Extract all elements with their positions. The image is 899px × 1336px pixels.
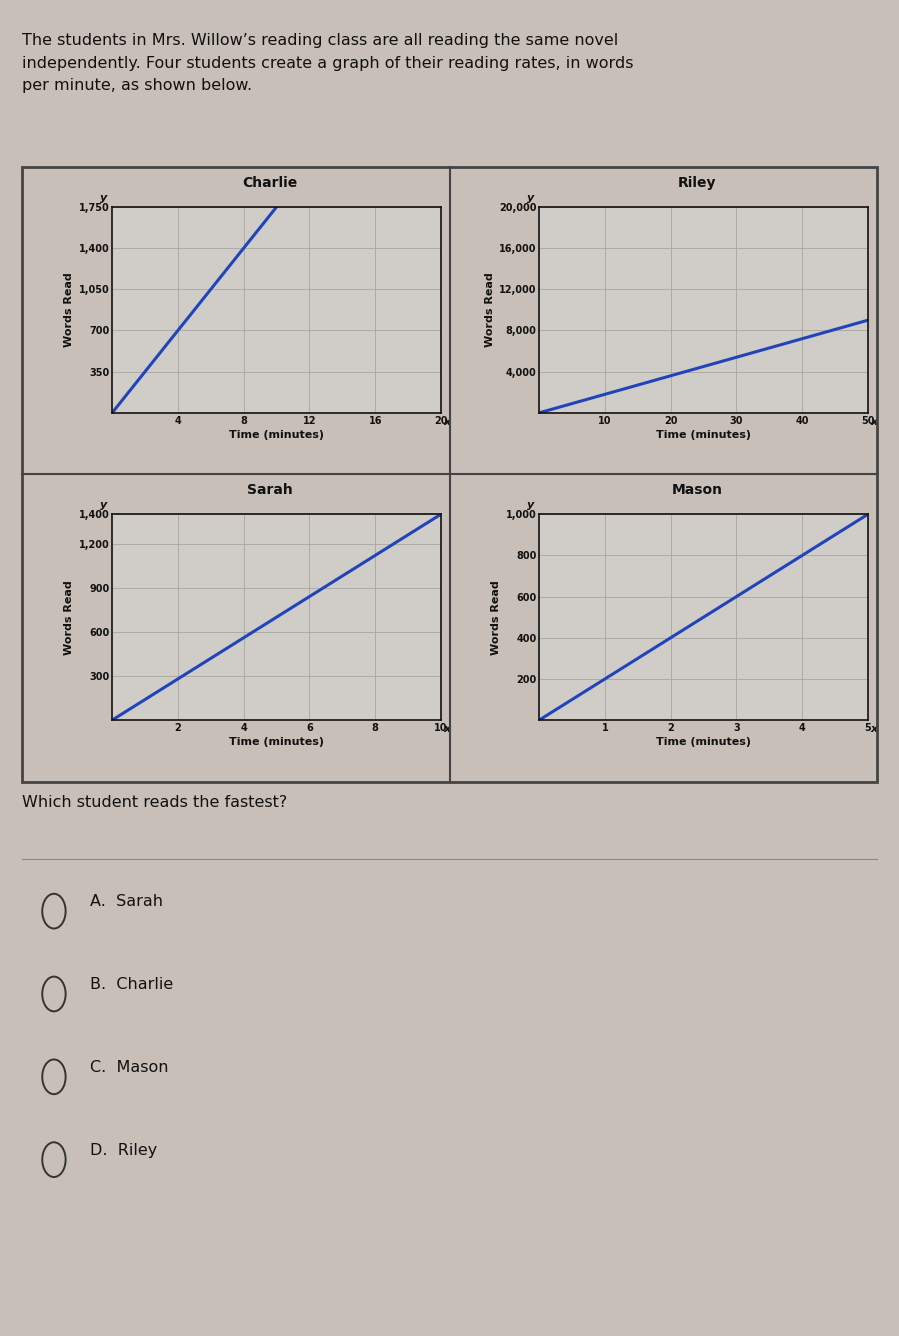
Text: Which student reads the fastest?: Which student reads the fastest?: [22, 795, 288, 810]
Text: The students in Mrs. Willow’s reading class are all reading the same novel
indep: The students in Mrs. Willow’s reading cl…: [22, 33, 634, 92]
Y-axis label: Words Read: Words Read: [65, 580, 75, 655]
X-axis label: Time (minutes): Time (minutes): [229, 737, 324, 747]
Y-axis label: Words Read: Words Read: [485, 273, 494, 347]
Text: Mason: Mason: [672, 484, 723, 497]
Text: A.  Sarah: A. Sarah: [90, 894, 163, 910]
Text: x: x: [443, 417, 450, 426]
Text: Charlie: Charlie: [243, 176, 298, 190]
X-axis label: Time (minutes): Time (minutes): [229, 430, 324, 440]
Text: y: y: [528, 192, 535, 203]
Y-axis label: Words Read: Words Read: [65, 273, 75, 347]
Text: B.  Charlie: B. Charlie: [90, 977, 174, 993]
Text: x: x: [870, 417, 877, 426]
Text: Sarah: Sarah: [247, 484, 293, 497]
Text: x: x: [870, 724, 877, 733]
Text: C.  Mason: C. Mason: [90, 1059, 168, 1075]
X-axis label: Time (minutes): Time (minutes): [656, 430, 751, 440]
Text: D.  Riley: D. Riley: [90, 1142, 157, 1158]
Text: x: x: [443, 724, 450, 733]
Text: y: y: [101, 500, 108, 510]
Text: y: y: [528, 500, 535, 510]
Y-axis label: Words Read: Words Read: [492, 580, 502, 655]
Text: y: y: [101, 192, 108, 203]
Text: Riley: Riley: [678, 176, 717, 190]
X-axis label: Time (minutes): Time (minutes): [656, 737, 751, 747]
